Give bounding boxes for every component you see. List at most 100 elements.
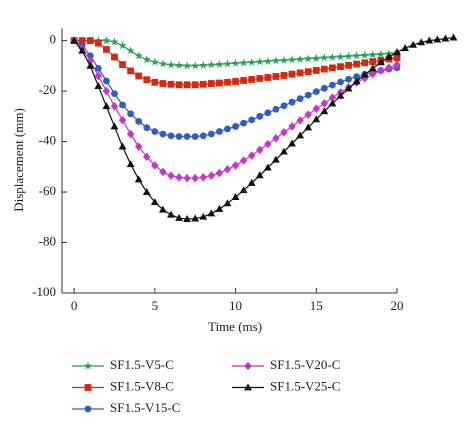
marker — [255, 57, 264, 66]
marker — [263, 56, 273, 65]
marker — [369, 58, 377, 65]
marker — [183, 133, 191, 140]
marker — [151, 78, 159, 86]
marker — [336, 52, 345, 61]
marker — [304, 91, 312, 99]
marker — [70, 36, 79, 44]
marker — [159, 167, 167, 177]
marker — [287, 55, 297, 64]
marker — [352, 51, 361, 60]
marker — [353, 60, 361, 68]
marker — [296, 69, 304, 77]
marker — [143, 152, 151, 161]
marker — [215, 204, 224, 212]
marker — [110, 101, 119, 111]
marker — [312, 53, 321, 62]
legend-marker — [83, 361, 93, 370]
marker — [433, 35, 442, 43]
marker — [175, 81, 183, 89]
marker — [207, 171, 216, 180]
marker — [288, 70, 296, 78]
marker — [86, 56, 94, 66]
marker — [199, 60, 208, 69]
marker — [167, 171, 175, 180]
marker — [304, 54, 313, 63]
marker — [295, 54, 305, 63]
marker — [118, 115, 127, 125]
marker — [143, 76, 151, 84]
marker — [360, 50, 369, 59]
marker — [272, 73, 280, 80]
marker — [360, 70, 369, 78]
marker — [312, 88, 320, 95]
marker — [126, 129, 135, 139]
marker — [94, 39, 102, 47]
marker — [199, 212, 208, 220]
y-axis-label: Displacement (mm) — [11, 108, 26, 212]
marker — [78, 46, 87, 54]
marker — [239, 58, 248, 67]
marker — [110, 37, 119, 46]
marker — [296, 116, 304, 125]
marker — [183, 173, 191, 183]
marker — [240, 119, 248, 127]
marker — [263, 163, 272, 171]
marker — [312, 115, 321, 123]
y-tick-label: -80 — [39, 234, 56, 249]
marker — [393, 60, 401, 70]
marker — [151, 161, 159, 170]
marker — [166, 60, 176, 69]
marker — [111, 90, 118, 98]
marker — [417, 38, 426, 46]
marker — [280, 102, 288, 110]
x-tick-label: 20 — [391, 298, 404, 313]
marker — [102, 102, 111, 110]
marker — [86, 61, 95, 69]
y-tick-label: -100 — [32, 284, 56, 299]
marker — [288, 122, 296, 131]
y-tick-label: 0 — [50, 32, 57, 47]
marker — [150, 198, 159, 206]
marker — [126, 160, 135, 168]
marker — [329, 81, 336, 89]
marker — [425, 36, 434, 44]
marker — [239, 186, 248, 194]
marker — [182, 61, 192, 70]
marker — [393, 48, 401, 56]
legend-label: SF1.5-V20-C — [270, 357, 340, 372]
marker — [231, 161, 240, 170]
legend-marker — [84, 405, 92, 413]
marker — [312, 104, 321, 114]
marker — [183, 81, 191, 89]
marker — [376, 49, 386, 58]
marker — [174, 60, 184, 69]
marker — [320, 107, 329, 115]
marker — [190, 61, 200, 70]
marker — [94, 64, 102, 72]
marker — [224, 125, 231, 133]
marker — [256, 75, 264, 82]
marker — [215, 168, 224, 178]
marker — [256, 145, 264, 155]
marker — [329, 64, 336, 72]
legend-label: SF1.5-V15-C — [110, 400, 180, 415]
legend-marker — [244, 361, 252, 371]
marker — [119, 61, 126, 68]
marker — [272, 105, 280, 113]
marker — [264, 109, 272, 117]
marker — [199, 132, 207, 140]
marker — [86, 37, 94, 45]
marker — [280, 147, 288, 155]
marker — [127, 110, 135, 118]
marker — [191, 214, 200, 222]
x-tick-label: 0 — [71, 298, 78, 313]
marker — [337, 63, 344, 71]
marker — [134, 51, 143, 60]
marker — [393, 54, 401, 62]
legend-marker — [84, 384, 92, 391]
marker — [102, 36, 111, 45]
marker — [264, 139, 272, 149]
marker — [385, 52, 393, 60]
marker — [361, 59, 369, 67]
marker — [376, 58, 385, 66]
